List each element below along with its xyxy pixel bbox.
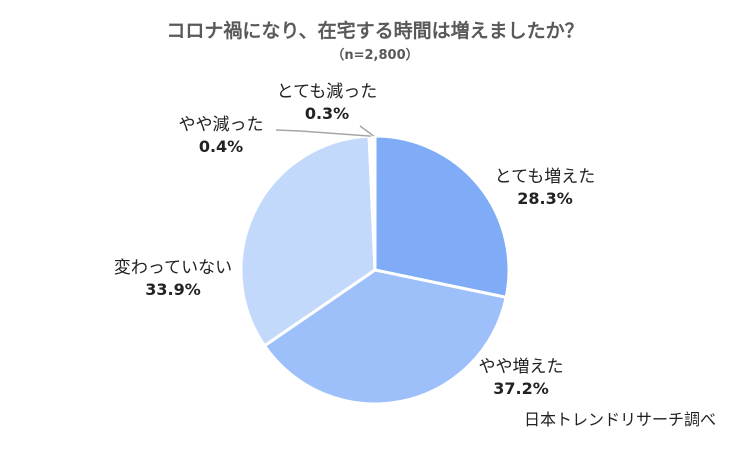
label-slightly-decreased: やや減った 0.4% — [168, 114, 274, 158]
label-slightly-decreased-name: やや減った — [178, 115, 264, 135]
label-slightly-increased-value: 37.2% — [493, 379, 549, 398]
chart-subtitle: （n=2,800） — [331, 48, 419, 63]
chart-title: コロナ禍になり、在宅する時間は増えましたか？ — [166, 20, 584, 42]
pie-slice-unchanged — [239, 134, 377, 348]
leader-line-very-decreased — [359, 125, 375, 137]
pie-slice-slightly-increased — [262, 268, 508, 406]
label-slightly-increased-name: やや増えた — [478, 357, 564, 377]
label-very-decreased: とても減った 0.3% — [274, 81, 380, 125]
label-slightly-increased: やや増えた 37.2% — [456, 356, 586, 400]
label-unchanged: 変わっていない 33.9% — [100, 257, 246, 301]
label-very-decreased-name: とても減った — [276, 82, 378, 102]
label-very-decreased-value: 0.3% — [304, 104, 350, 123]
label-very-increased-value: 28.3% — [517, 189, 573, 208]
source-note: 日本トレンドリサーチ調べ — [523, 410, 716, 429]
leader-line-slightly-decreased — [275, 129, 371, 137]
pie-slice-very-increased — [373, 134, 511, 299]
label-unchanged-name: 変わっていない — [113, 258, 233, 278]
label-slightly-decreased-value: 0.4% — [198, 137, 244, 156]
label-unchanged-value: 33.9% — [145, 280, 201, 299]
label-very-increased-name: とても増えた — [494, 167, 596, 187]
label-very-increased: とても増えた 28.3% — [475, 166, 615, 210]
